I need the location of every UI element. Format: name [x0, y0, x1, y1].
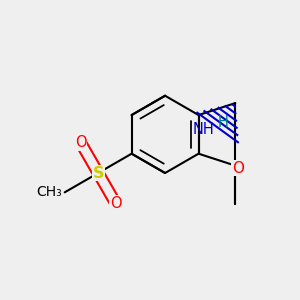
Text: CH₃: CH₃: [36, 185, 62, 199]
Text: O: O: [75, 135, 87, 150]
Text: O: O: [232, 160, 244, 175]
Text: H: H: [218, 115, 228, 130]
Text: S: S: [92, 166, 104, 181]
Text: NH: NH: [193, 122, 214, 137]
Text: O: O: [110, 196, 122, 211]
